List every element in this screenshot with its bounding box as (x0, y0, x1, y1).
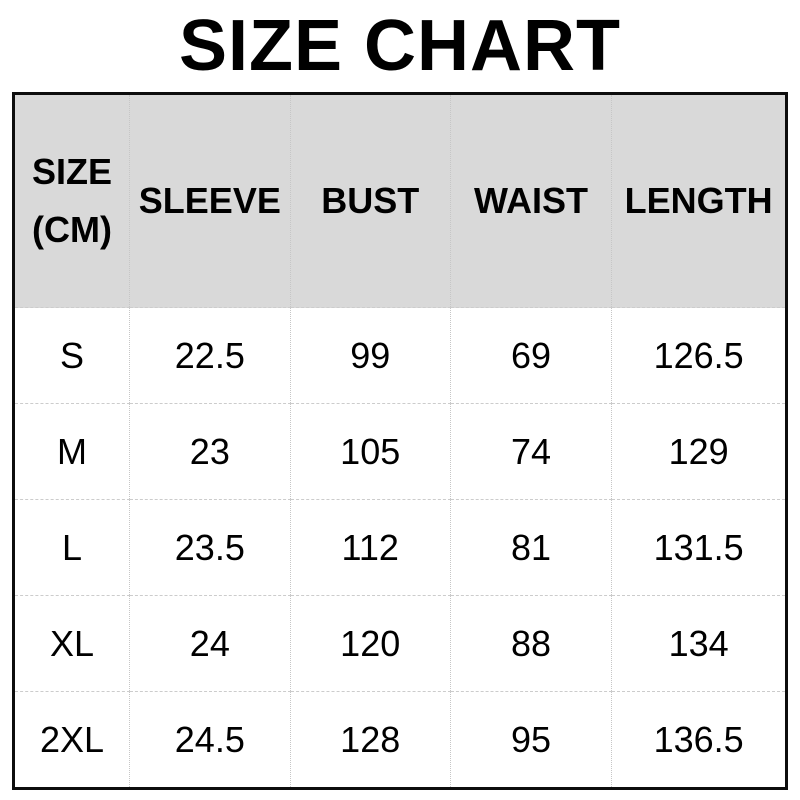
page-title: SIZE CHART (179, 6, 621, 86)
header-waist: WAIST (449, 93, 612, 308)
table-row-s: S 22.5 99 69 126.5 (13, 307, 787, 404)
cell-size: L (13, 499, 130, 596)
header-size-line1: SIZE (31, 151, 112, 193)
header-bust: BUST (289, 93, 451, 308)
table-header-row: SIZE (CM) SLEEVE BUST WAIST LENGTH (13, 93, 787, 308)
cell-bust: 105 (289, 403, 451, 500)
cell-sleeve: 23 (128, 403, 291, 500)
cell-sleeve: 24.5 (128, 691, 291, 789)
cell-sleeve: 24 (128, 595, 291, 692)
size-chart-table: SIZE (CM) SLEEVE BUST WAIST LENGTH S 22.… (12, 92, 788, 790)
table-row-xl: XL 24 120 88 134 (13, 595, 787, 692)
cell-waist: 88 (449, 595, 612, 692)
cell-size: M (13, 403, 130, 500)
cell-sleeve: 23.5 (128, 499, 291, 596)
cell-waist: 95 (449, 691, 612, 789)
cell-bust: 120 (289, 595, 451, 692)
header-size-line2: (CM) (31, 209, 112, 250)
table-row-l: L 23.5 112 81 131.5 (13, 499, 787, 596)
cell-length: 134 (611, 595, 787, 692)
cell-waist: 81 (449, 499, 612, 596)
cell-waist: 69 (449, 307, 612, 404)
cell-bust: 112 (289, 499, 451, 596)
header-length: LENGTH (611, 93, 787, 308)
cell-length: 136.5 (611, 691, 787, 789)
cell-length: 131.5 (611, 499, 787, 596)
cell-length: 129 (611, 403, 787, 500)
cell-waist: 74 (449, 403, 612, 500)
cell-length: 126.5 (611, 307, 787, 404)
cell-size: S (13, 307, 130, 404)
header-size-cm: SIZE (CM) (13, 93, 130, 308)
cell-size: XL (13, 595, 130, 692)
table-row-m: M 23 105 74 129 (13, 403, 787, 500)
cell-sleeve: 22.5 (128, 307, 291, 404)
cell-bust: 99 (289, 307, 451, 404)
cell-size: 2XL (13, 691, 130, 789)
table-row-2xl: 2XL 24.5 128 95 136.5 (13, 691, 787, 789)
header-sleeve: SLEEVE (128, 93, 291, 308)
cell-bust: 128 (289, 691, 451, 789)
